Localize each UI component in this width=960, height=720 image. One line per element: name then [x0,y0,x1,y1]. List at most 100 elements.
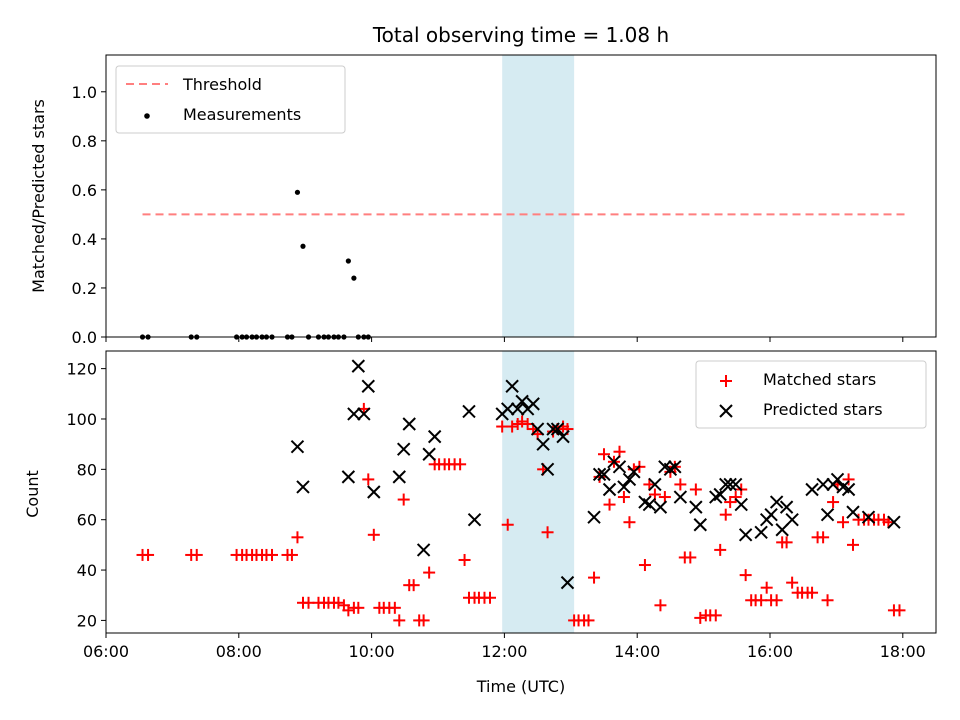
matched-star-point [388,601,401,614]
predicted-star-point [627,465,641,479]
predicted-star-point [734,497,748,512]
matched-star-point [266,548,278,561]
predicted-legend-icon [719,404,733,418]
bottom-y-tick-label: 40 [77,561,97,580]
top-highlight-band [502,55,575,337]
predicted-star-point [540,462,555,477]
matched-star-point [694,611,707,624]
predicted-star-point [622,472,637,487]
bottom-y-tick-label: 20 [77,611,97,630]
predicted-star-point [713,487,727,502]
matched-star-point [593,470,606,483]
predicted-star-point [416,543,431,557]
matched-star-point [719,508,732,521]
matched-star-point [423,566,436,579]
matched-star-point [332,596,345,609]
predicted-star-point [422,447,436,461]
predicted-star-point [709,490,723,504]
predicted-star-point [648,477,662,492]
predicted-star-point [505,379,519,393]
matched-star-point [658,491,671,504]
bottom-axes-frame [105,350,937,634]
matched-star-point [142,548,155,561]
measurement-point [345,258,351,264]
matched-star-point [506,420,519,433]
predicted-star-point [462,404,476,419]
matched-star-point [674,478,687,491]
predicted-star-point [820,507,835,522]
matched-star-point [627,463,640,476]
predicted-star-point [536,437,550,451]
top-y-tick-label: 0.6 [72,181,97,200]
x-tick-label: 16:00 [747,642,793,661]
bottom-y-tick-label: 80 [77,460,97,479]
predicted-star-point [785,512,799,527]
matched-star-point [393,614,406,627]
matched-star-point [367,528,380,541]
predicted-star-point [638,495,652,509]
matched-star-point [501,518,514,531]
predicted-star-point [357,407,371,421]
predicted-star-point [427,429,442,444]
predicted-star-point [467,512,482,527]
bottom-y-tick-label: 100 [66,410,97,429]
predicted-star-point [367,485,381,499]
predicted-star-point [612,460,627,474]
matched-star-point [397,493,410,506]
measurement-point [351,275,357,281]
predicted-star-point [719,477,733,492]
top-panel: 0.0 0.2 0.4 0.6 0.8 1.0 Matched/Predicted sta… [29,54,937,347]
top-y-tick-label: 0.2 [72,279,97,298]
bottom-y-tick-label: 60 [77,511,97,530]
matched-star-point [643,478,656,491]
matched-star-point [638,559,651,572]
predicted-star-point [347,407,361,421]
matched-star-point [458,553,471,566]
predicted-star-point [769,495,784,509]
matched-star-point [842,473,855,486]
top-legend: Threshold Measurements [115,65,346,134]
predicted-star-point [597,467,611,482]
predicted-star-point [728,477,743,492]
measurement-point [300,243,306,249]
matched-star-point [780,536,793,549]
top-y-tick-label: 0.8 [72,132,97,151]
matched-star-point [582,614,595,627]
matched-star-point [714,543,727,556]
measurements-legend-icon [144,113,150,119]
chart-title: Total observing time = 1.08 h [372,23,669,47]
predicted-star-point [361,379,375,393]
x-tick-label: 10:00 [349,642,395,661]
measurements-legend-label: Measurements [183,105,301,124]
bottom-x-ticks: 06:00 08:00 10:00 12:00 14:00 16:00 18:00 [83,633,926,661]
matched-star-point [654,599,667,612]
predicted-star-point [587,510,601,524]
matched-star-point [623,516,636,529]
x-tick-label: 12:00 [481,642,527,661]
predicted-star-point [402,417,416,431]
predicted-star-point [723,477,737,492]
predicted-star-point [887,515,901,529]
top-x-ticks [105,337,904,342]
predicted-star-point [546,422,560,436]
matched-star-point [588,571,601,584]
predicted-star-point [673,490,688,504]
predicted-legend-label: Predicted stars [763,400,883,419]
matched-star-point [484,591,497,604]
predicted-star-point [775,523,789,537]
matched-star-point [893,604,906,617]
predicted-star-point [530,422,545,436]
predicted-star-point [668,460,682,474]
top-y-ticks: 0.0 0.2 0.4 0.6 0.8 1.0 [72,83,106,347]
predicted-star-point [779,500,794,514]
matched-legend-label: Matched stars [763,370,876,389]
predicted-star-point [861,510,876,524]
predicted-star-point [290,439,305,454]
top-y-axis-label: Matched/Predicted stars [29,99,48,293]
predicted-star-point [642,497,657,512]
matched-star-point [407,579,420,592]
matched-star-point [724,496,737,509]
matched-star-point [786,576,799,589]
predicted-star-point [602,482,617,497]
